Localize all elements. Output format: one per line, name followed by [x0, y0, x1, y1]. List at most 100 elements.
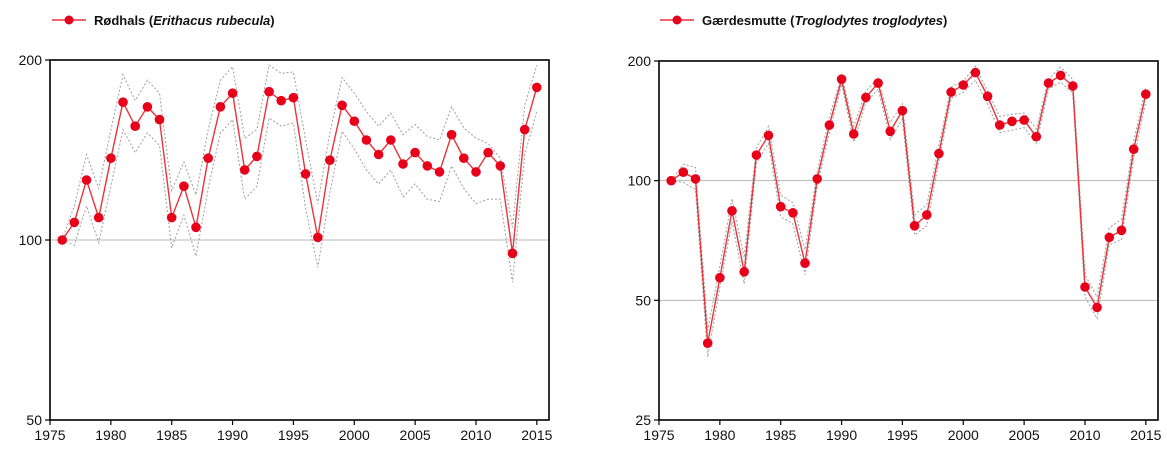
data-point	[690, 174, 701, 184]
data-point	[946, 87, 956, 97]
y-tick-label: 50	[635, 292, 651, 308]
y-tick-label: 200	[19, 52, 43, 68]
data-point	[727, 206, 737, 216]
data-point	[1019, 115, 1029, 125]
data-point	[970, 67, 981, 78]
y-tick-label: 50	[26, 412, 42, 428]
data-point	[337, 100, 347, 111]
x-tick-label: 2015	[521, 427, 552, 443]
data-point	[836, 74, 847, 84]
x-tick-label: 1985	[156, 427, 187, 443]
legend-label: Gærdesmutte (Troglodytes troglodytes)	[702, 13, 947, 28]
data-point	[715, 272, 725, 283]
x-tick-label: 1990	[217, 427, 248, 443]
data-point	[666, 175, 676, 186]
data-point	[1116, 225, 1127, 236]
chart-robin: Rødhals (Erithacus rubecula) 50 100 200 197…	[19, 13, 553, 443]
data-point	[300, 169, 311, 179]
data-point	[81, 175, 92, 185]
x-tick-label: 1980	[704, 427, 735, 443]
data-point	[1141, 89, 1151, 99]
y-tick-label: 200	[628, 53, 652, 69]
series-line	[670, 71, 1147, 344]
x-tick-label: 2005	[1009, 427, 1040, 443]
data-point	[179, 181, 189, 191]
chart-wren: Gærdesmutte (Troglodytes troglodytes) 25…	[628, 13, 1162, 443]
data-point	[446, 129, 457, 140]
x-tick-label: 2000	[948, 427, 979, 443]
data-point	[471, 167, 481, 177]
data-point	[349, 116, 360, 126]
x-tick-label: 1985	[765, 427, 796, 443]
data-point	[1128, 144, 1139, 154]
data-point	[1092, 302, 1102, 313]
upper-confidence-line	[670, 65, 1147, 331]
data-point	[873, 78, 883, 88]
data-point	[69, 217, 80, 228]
data-point	[166, 212, 177, 223]
y-tick-label: 25	[635, 412, 651, 428]
data-point	[434, 167, 445, 177]
x-tick-label: 2005	[400, 427, 431, 443]
data-point	[459, 153, 469, 163]
data-point	[154, 114, 165, 125]
x-tick-label: 2010	[1069, 427, 1100, 443]
data-point	[507, 248, 518, 259]
data-point	[422, 161, 433, 171]
data-point	[386, 135, 396, 145]
data-point	[130, 121, 140, 131]
data-point	[410, 147, 420, 158]
data-point	[861, 92, 871, 103]
plot-frame	[658, 60, 1159, 421]
legend-marker	[64, 15, 74, 25]
upper-confidence-line	[61, 64, 538, 241]
legend: Gærdesmutte (Troglodytes troglodytes)	[660, 13, 947, 28]
data-point	[532, 82, 542, 93]
data-point	[276, 95, 287, 106]
data-point	[800, 258, 810, 269]
data-point	[252, 151, 262, 162]
data-point	[398, 159, 408, 169]
lower-confidence-line	[671, 79, 1147, 358]
data-point	[203, 153, 213, 163]
data-point	[958, 80, 969, 90]
data-point	[1080, 282, 1090, 292]
lower-confidence-line	[61, 111, 538, 283]
x-tick-label: 1975	[643, 427, 674, 443]
legend-label: Rødhals (Erithacus rubecula)	[94, 13, 275, 28]
data-point	[313, 232, 323, 243]
x-tick-label: 2000	[339, 427, 370, 443]
data-point	[57, 235, 67, 245]
plot-area: 50 100 200 1975 1980 1985 1990 1995 2000 2005 2010…	[19, 52, 553, 443]
data-point	[995, 120, 1005, 130]
data-point	[361, 135, 372, 145]
data-point	[215, 102, 226, 112]
data-point	[934, 148, 944, 159]
data-point	[739, 267, 749, 277]
data-point	[788, 208, 798, 218]
legend: Rødhals (Erithacus rubecula)	[52, 13, 275, 28]
data-point	[922, 210, 932, 220]
data-point	[1068, 81, 1078, 91]
data-point	[495, 161, 506, 171]
data-point	[909, 221, 920, 231]
data-point	[227, 88, 238, 98]
data-point	[118, 97, 128, 107]
data-point	[678, 167, 689, 177]
x-tick-label: 2010	[460, 427, 491, 443]
series-line	[61, 87, 538, 254]
data-point	[264, 86, 274, 97]
legend-marker	[672, 15, 682, 25]
data-point	[1043, 78, 1054, 88]
data-point	[106, 153, 116, 163]
data-point	[885, 126, 895, 137]
data-point	[982, 91, 993, 102]
x-tick-label: 1995	[887, 427, 918, 443]
data-point	[288, 92, 299, 103]
data-point	[1104, 232, 1115, 243]
data-point	[142, 102, 153, 112]
data-point	[702, 338, 713, 349]
y-tick-label: 100	[628, 173, 652, 189]
data-point	[373, 149, 384, 160]
